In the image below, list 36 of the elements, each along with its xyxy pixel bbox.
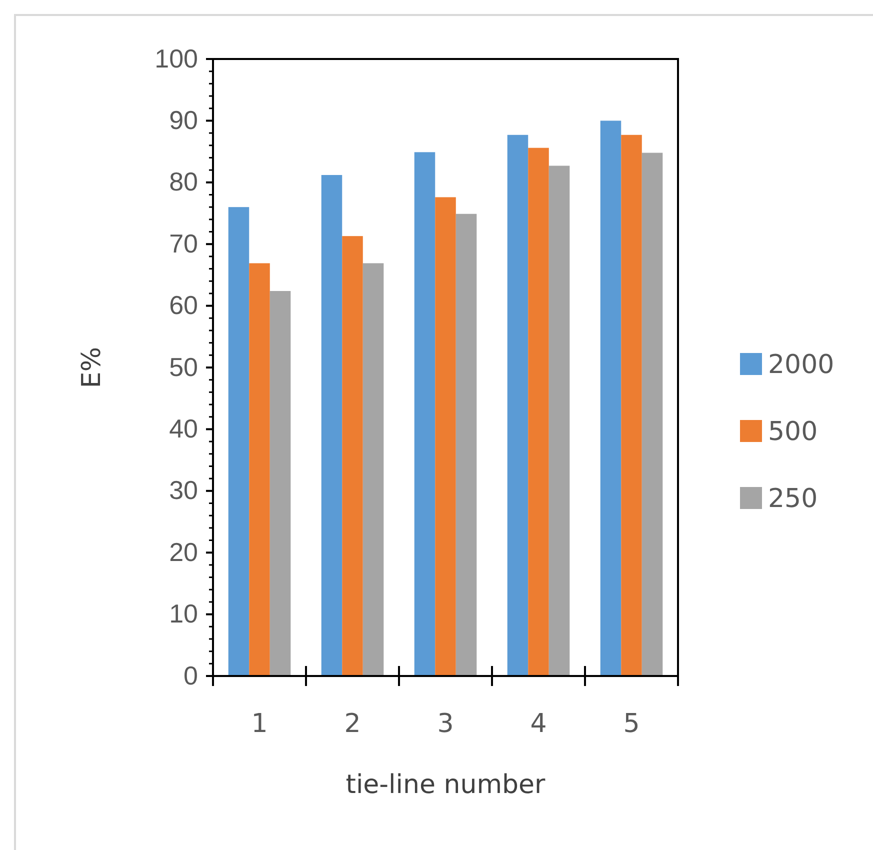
bar [621,134,642,676]
bar [507,134,528,676]
bar [270,290,291,676]
bar [249,263,270,676]
bar [414,152,436,676]
bar [528,148,549,676]
legend-label: 500 [768,417,818,447]
y-tick-label: 80 [169,166,198,197]
x-tick-label: 3 [437,709,454,739]
bar [642,152,663,676]
bar [321,174,342,676]
y-tick-label: 40 [169,414,198,444]
y-tick-label: 100 [154,43,198,74]
x-tick-label: 5 [623,709,640,739]
legend-label: 2000 [768,350,834,380]
x-axis-title: tie-line number [346,770,546,800]
bar [362,263,384,676]
y-tick-label: 30 [169,475,198,506]
x-tick-label: 2 [344,709,361,739]
bar [456,214,477,676]
y-tick-label: 50 [169,352,198,382]
bar [435,197,456,676]
y-tick-label: 60 [169,290,198,320]
y-tick-label: 70 [169,228,198,258]
legend-label: 250 [768,484,818,514]
bar [600,120,622,676]
y-axis-title: E% [77,346,107,388]
x-tick-label: 1 [251,709,268,739]
bar [228,207,250,676]
bar [548,166,570,676]
y-tick-label: 20 [169,536,198,567]
bar [342,236,363,676]
y-tick-label: 90 [169,105,198,136]
y-tick-label: 0 [184,660,198,690]
y-tick-label: 10 [169,598,198,629]
x-tick-label: 4 [530,709,547,739]
